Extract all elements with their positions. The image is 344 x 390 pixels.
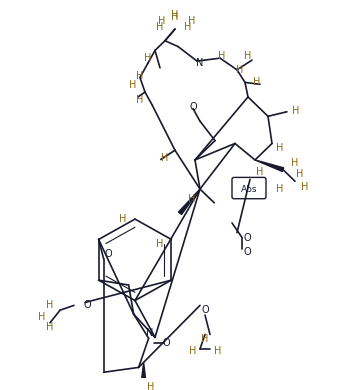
Text: H: H	[119, 214, 127, 224]
FancyBboxPatch shape	[232, 177, 266, 199]
Text: H: H	[184, 22, 192, 32]
Text: O: O	[163, 338, 170, 348]
Text: H: H	[276, 143, 284, 153]
Text: H: H	[129, 80, 137, 90]
Text: H: H	[158, 16, 166, 27]
Text: N: N	[196, 58, 204, 68]
Text: H: H	[236, 65, 244, 75]
Text: H: H	[276, 184, 284, 194]
Text: H: H	[244, 51, 252, 61]
Text: H: H	[291, 158, 299, 168]
Polygon shape	[255, 160, 284, 172]
Text: H: H	[253, 77, 261, 87]
Text: O: O	[201, 305, 209, 315]
Text: H: H	[171, 9, 179, 20]
Text: H: H	[161, 153, 169, 163]
Text: H: H	[214, 346, 222, 356]
Text: H: H	[218, 51, 226, 61]
Text: H: H	[46, 322, 54, 332]
Text: O: O	[105, 249, 112, 259]
Text: H: H	[171, 12, 179, 23]
Polygon shape	[179, 189, 200, 215]
Text: H: H	[301, 182, 309, 192]
Text: H: H	[201, 334, 209, 344]
Text: H: H	[296, 170, 304, 179]
Text: O: O	[83, 300, 91, 310]
Text: H: H	[147, 382, 154, 390]
Text: O: O	[243, 232, 251, 243]
Text: H: H	[156, 22, 164, 32]
Text: Abs: Abs	[241, 184, 257, 193]
Text: N: N	[146, 328, 154, 337]
Text: H: H	[256, 167, 264, 177]
Text: H: H	[136, 71, 144, 81]
Text: H: H	[188, 16, 196, 27]
Text: H: H	[188, 194, 196, 204]
Text: H: H	[189, 346, 197, 356]
Text: H: H	[144, 53, 152, 63]
Text: O: O	[243, 247, 251, 257]
Text: H: H	[156, 239, 163, 249]
Text: O: O	[189, 102, 197, 112]
Text: H: H	[136, 95, 144, 105]
Polygon shape	[142, 363, 146, 379]
Text: H: H	[292, 106, 300, 117]
Text: H: H	[46, 300, 54, 310]
Text: H: H	[38, 312, 46, 322]
